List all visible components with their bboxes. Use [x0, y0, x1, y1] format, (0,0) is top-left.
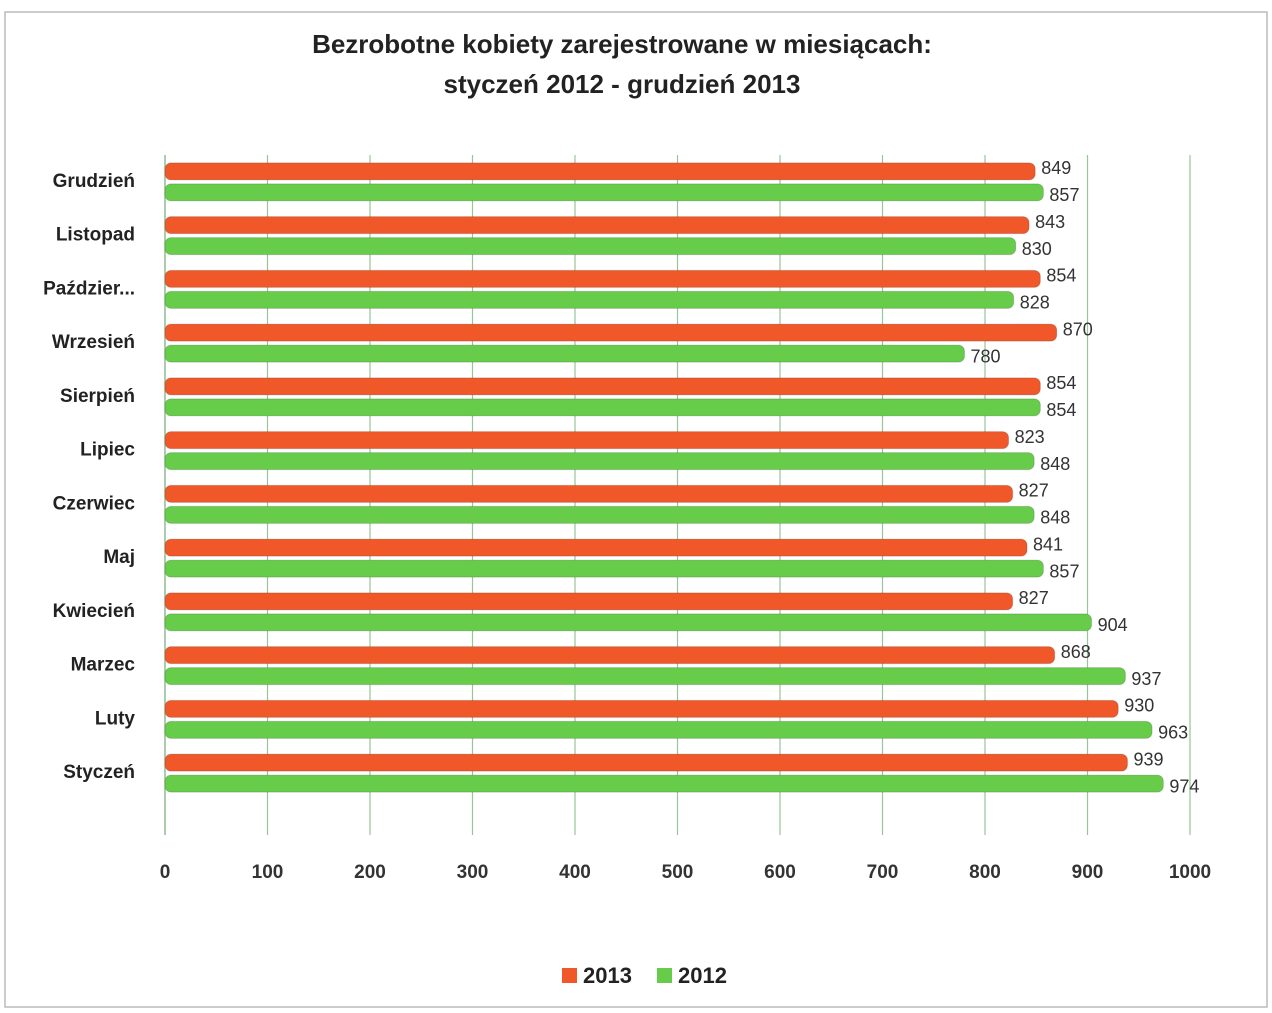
data-label: 823	[1015, 427, 1045, 447]
data-label: 939	[1133, 749, 1163, 769]
bar	[164, 323, 1058, 342]
y-tick-label: Kwiecień	[53, 601, 135, 622]
y-tick-label: Czerwiec	[53, 493, 136, 514]
bar	[164, 592, 1014, 611]
data-label: 963	[1158, 723, 1188, 743]
chart-frame	[4, 11, 1268, 1008]
data-label: 780	[971, 346, 1001, 366]
x-tick-label: 500	[662, 862, 694, 883]
x-tick-label: 400	[559, 862, 591, 883]
chart-title: Bezrobotne kobiety zarejestrowane w mies…	[312, 29, 932, 59]
bar	[164, 559, 1044, 578]
data-label: 843	[1035, 212, 1065, 232]
data-label: 828	[1020, 293, 1050, 313]
bar	[164, 431, 1010, 450]
y-tick-label: Styczeń	[63, 762, 135, 783]
data-label: 827	[1019, 588, 1049, 608]
y-tick-label: Marzec	[71, 655, 136, 676]
x-tick-label: 1000	[1169, 862, 1211, 883]
legend-label: 2012	[678, 963, 727, 988]
data-label: 854	[1046, 266, 1076, 286]
x-tick-label: 100	[252, 862, 284, 883]
bar	[164, 667, 1126, 686]
data-label: 854	[1046, 400, 1076, 420]
data-label: 854	[1046, 373, 1076, 393]
y-tick-label: Wrzesień	[52, 332, 135, 353]
x-tick-label: 900	[1072, 862, 1104, 883]
bar	[164, 162, 1036, 181]
x-tick-label: 200	[354, 862, 386, 883]
bar	[164, 505, 1035, 524]
y-tick-label: Grudzień	[53, 171, 135, 192]
data-label: 904	[1098, 615, 1128, 635]
chart-subtitle: styczeń 2012 - grudzień 2013	[444, 69, 801, 99]
x-tick-label: 600	[764, 862, 796, 883]
bar	[164, 774, 1164, 793]
data-label: 849	[1041, 158, 1071, 178]
data-label: 841	[1033, 534, 1063, 554]
bar	[164, 290, 1015, 309]
data-label: 830	[1022, 239, 1052, 259]
y-tick-label: Luty	[95, 708, 136, 729]
y-tick-label: Lipiec	[80, 440, 135, 461]
data-label: 857	[1049, 185, 1079, 205]
data-label: 870	[1063, 319, 1093, 339]
bar	[164, 398, 1041, 417]
bar	[164, 269, 1041, 288]
bar	[164, 613, 1093, 632]
bar	[164, 183, 1044, 202]
legend-swatch	[657, 968, 672, 983]
bar	[164, 538, 1028, 557]
legend-swatch	[562, 968, 577, 983]
y-tick-label: Paździer...	[43, 278, 135, 299]
bar	[164, 344, 965, 363]
bar	[164, 699, 1119, 718]
bar	[164, 720, 1153, 739]
y-tick-label: Sierpień	[60, 386, 135, 407]
data-label: 848	[1040, 454, 1070, 474]
data-label: 827	[1019, 481, 1049, 501]
x-tick-label: 0	[160, 862, 171, 883]
bar	[164, 237, 1017, 256]
data-label: 848	[1040, 508, 1070, 528]
legend-label: 2013	[583, 963, 632, 988]
bar	[164, 484, 1014, 503]
data-label: 974	[1169, 776, 1199, 796]
data-label: 930	[1124, 696, 1154, 716]
data-label: 857	[1049, 561, 1079, 581]
bar	[164, 753, 1128, 772]
bar	[164, 377, 1041, 396]
x-tick-label: 800	[969, 862, 1001, 883]
x-tick-label: 300	[457, 862, 489, 883]
data-label: 937	[1131, 669, 1161, 689]
y-tick-label: Maj	[103, 547, 135, 568]
bar	[164, 216, 1030, 235]
bar	[164, 452, 1035, 471]
y-tick-label: Listopad	[56, 225, 135, 246]
bar	[164, 646, 1056, 665]
x-tick-label: 700	[867, 862, 899, 883]
data-label: 868	[1061, 642, 1091, 662]
